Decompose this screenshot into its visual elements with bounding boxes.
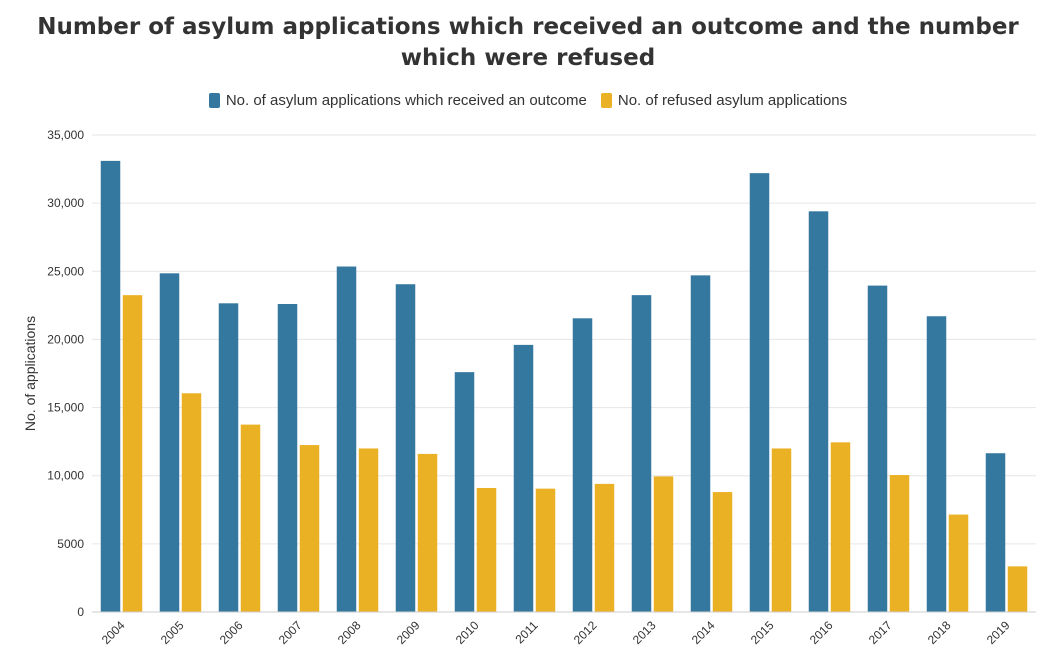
- bar-outcome-2013[interactable]: [631, 295, 652, 612]
- bar-refused-2004[interactable]: [122, 295, 143, 612]
- x-tick-label: 2014: [689, 618, 718, 647]
- bar-outcome-2006[interactable]: [218, 303, 239, 612]
- x-tick-label: 2009: [394, 618, 423, 647]
- bar-refused-2009[interactable]: [417, 453, 438, 612]
- bar-refused-2010[interactable]: [476, 487, 497, 612]
- bar-outcome-2007[interactable]: [277, 303, 298, 612]
- y-tick-label: 0: [77, 605, 84, 619]
- y-axis-title: No. of applications: [22, 316, 38, 431]
- bar-refused-2019[interactable]: [1007, 566, 1028, 612]
- x-tick-label: 2007: [276, 618, 305, 647]
- x-tick-label: 2018: [925, 618, 954, 647]
- bar-outcome-2014[interactable]: [690, 275, 711, 612]
- y-tick-label: 15,000: [47, 401, 84, 415]
- bar-outcome-2009[interactable]: [395, 284, 416, 612]
- bar-outcome-2015[interactable]: [749, 173, 770, 612]
- legend: No. of asylum applications which receive…: [0, 92, 1056, 109]
- x-axis-ticks: 2004 2005 2006 2007 2008 2009 2010 2011 2012 2013…: [99, 618, 1013, 647]
- bar-outcome-2005[interactable]: [159, 273, 180, 612]
- bar-refused-2018[interactable]: [948, 514, 969, 612]
- bar-refused-2013[interactable]: [653, 476, 674, 612]
- x-tick-label: 2015: [748, 618, 777, 647]
- bar-refused-2006[interactable]: [240, 424, 261, 612]
- x-tick-label: 2011: [512, 618, 540, 646]
- y-axis-ticks: 0 5000 10,000 15,000 20,000 25,000 30,000 35,00…: [47, 128, 84, 619]
- x-tick-label: 2017: [866, 618, 895, 647]
- bar-outcome-2016[interactable]: [808, 211, 829, 612]
- y-tick-label: 10,000: [47, 469, 84, 483]
- bar-outcome-2018[interactable]: [926, 316, 947, 612]
- x-tick-label: 2013: [630, 618, 659, 647]
- legend-swatch-refused: [600, 93, 612, 108]
- bar-refused-2008[interactable]: [358, 448, 379, 612]
- chart-title: Number of asylum applications which rece…: [37, 14, 1019, 71]
- x-tick-label: 2006: [217, 618, 246, 647]
- legend-label-refused: No. of refused asylum applications: [617, 92, 848, 109]
- x-tick-label: 2010: [453, 618, 482, 647]
- y-tick-label: 5000: [57, 537, 84, 551]
- x-tick-label: 2005: [158, 618, 187, 647]
- bar-refused-2011[interactable]: [535, 488, 556, 612]
- legend-item-refused[interactable]: No. of refused asylum applications: [600, 92, 848, 109]
- bar-outcome-2012[interactable]: [572, 318, 593, 612]
- legend-item-outcome[interactable]: No. of asylum applications which receive…: [208, 92, 587, 109]
- bar-outcome-2004[interactable]: [100, 160, 121, 612]
- x-tick-label: 2016: [807, 618, 836, 647]
- x-tick-label: 2004: [99, 618, 128, 647]
- bar-outcome-2017[interactable]: [867, 285, 888, 612]
- bar-outcome-2008[interactable]: [336, 266, 357, 612]
- x-tick-label: 2008: [335, 618, 364, 647]
- legend-swatch-outcome: [208, 93, 220, 108]
- bar-refused-2012[interactable]: [594, 483, 615, 612]
- bar-refused-2015[interactable]: [771, 448, 792, 612]
- bar-refused-2005[interactable]: [181, 393, 202, 612]
- y-tick-label: 35,000: [47, 128, 84, 142]
- axes: No. of applications: [22, 316, 1036, 613]
- bar-refused-2017[interactable]: [889, 475, 910, 612]
- bar-refused-2007[interactable]: [299, 445, 320, 612]
- legend-label-outcome: No. of asylum applications which receive…: [225, 92, 587, 109]
- bars: [100, 160, 1028, 612]
- bar-refused-2016[interactable]: [830, 442, 851, 612]
- y-tick-label: 20,000: [47, 332, 84, 346]
- y-tick-label: 30,000: [47, 196, 84, 210]
- bar-outcome-2010[interactable]: [454, 372, 475, 612]
- x-tick-label: 2019: [984, 618, 1013, 647]
- x-tick-label: 2012: [571, 618, 600, 647]
- bar-outcome-2019[interactable]: [985, 453, 1006, 612]
- bar-outcome-2011[interactable]: [513, 344, 534, 612]
- y-tick-label: 25,000: [47, 264, 84, 278]
- bar-refused-2014[interactable]: [712, 492, 733, 612]
